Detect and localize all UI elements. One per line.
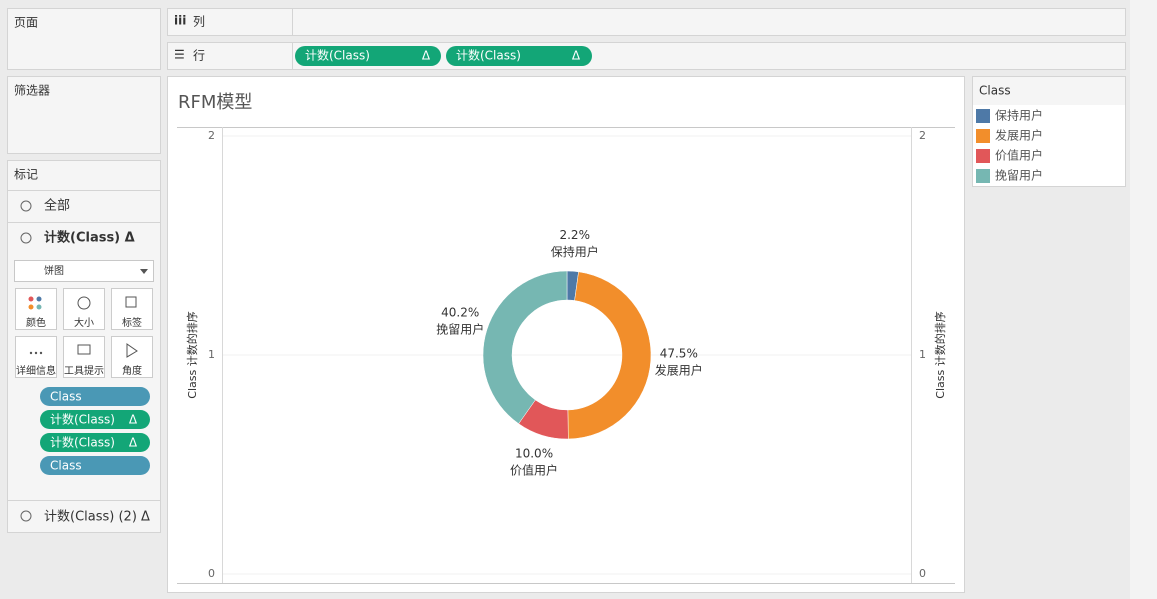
- pill[interactable]: [40, 456, 150, 475]
- legend-swatch: [976, 169, 990, 183]
- icon: [20, 510, 32, 522]
- category-label: 挽留用户: [436, 322, 484, 337]
- legend-label: 发展用户: [995, 128, 1043, 143]
- pill-text: 计数(Class): [50, 435, 115, 450]
- pill-delta: Δ: [422, 49, 431, 63]
- filters-title: 筛选器: [14, 83, 50, 98]
- columns-label: 列: [193, 15, 205, 29]
- donut-slice: [567, 271, 652, 440]
- pill[interactable]: [446, 46, 592, 66]
- rows-label: 行: [193, 49, 205, 63]
- scroll-strip: [1130, 0, 1157, 599]
- legend-swatch: [976, 129, 990, 143]
- legend-swatch: [976, 109, 990, 123]
- icon: [77, 296, 91, 310]
- pill[interactable]: [295, 46, 441, 66]
- icon: [34, 351, 38, 355]
- icon: [126, 343, 138, 358]
- y2-tick-label: 1: [919, 348, 926, 361]
- button[interactable]: [15, 288, 57, 330]
- legend-title: Class: [979, 84, 1011, 98]
- value-label: 40.2%: [441, 306, 479, 320]
- pill[interactable]: [40, 387, 150, 406]
- mark-type: 饼图: [44, 264, 64, 277]
- pill-delta: Δ: [129, 436, 138, 450]
- dropdown-arrow: [140, 269, 148, 274]
- icon: iii: [174, 14, 186, 28]
- view: [167, 76, 965, 593]
- pages-title: 页面: [14, 16, 38, 30]
- button-label: 角度: [122, 364, 142, 377]
- icon: [39, 351, 43, 355]
- icon: [29, 351, 33, 355]
- category-label: 保持用户: [551, 244, 599, 259]
- icon: [20, 232, 32, 244]
- mark-type-dropdown[interactable]: [14, 260, 154, 282]
- value-label: 10.0%: [515, 447, 553, 461]
- legend-header: [973, 77, 1125, 105]
- icon: [36, 296, 42, 302]
- columns-shelf[interactable]: [167, 8, 1126, 36]
- category-label: 价值用户: [510, 463, 558, 478]
- pill-text: 计数(Class): [456, 48, 521, 63]
- chart-title: RFM模型: [178, 92, 252, 113]
- pill-text: Class: [50, 390, 82, 404]
- pill-delta: Δ: [129, 413, 138, 427]
- value-label: 47.5%: [660, 346, 698, 360]
- icon: [125, 296, 137, 308]
- mark-pills: Class 计数(Class) Δ 计数(Class) Δ Class: [40, 387, 150, 475]
- icon: ☰: [174, 48, 185, 62]
- icon: [28, 296, 34, 302]
- pages-panel[interactable]: [7, 8, 161, 70]
- pill-text: 计数(Class): [305, 48, 370, 63]
- y-tick-label: 2: [208, 129, 215, 142]
- filters-panel[interactable]: [7, 76, 161, 154]
- button-label: 标签: [122, 316, 142, 329]
- icon: [36, 304, 42, 310]
- pill-text: 计数(Class): [50, 412, 115, 427]
- pill-delta: Δ: [572, 49, 581, 63]
- marks-title: 标记: [14, 168, 38, 182]
- button[interactable]: [15, 336, 57, 378]
- button-label: 颜色: [26, 316, 46, 329]
- icon: [28, 304, 34, 310]
- button-label: 大小: [74, 316, 94, 329]
- y2-axis-title: Class 计数的排序: [933, 311, 947, 398]
- pill[interactable]: [40, 410, 150, 429]
- button-label: 工具提示: [64, 365, 104, 377]
- y-tick-label: 1: [208, 348, 215, 361]
- mark-buttons: 颜色 大小 标签 详细信息 工具提示 角度: [15, 288, 153, 378]
- marks-all[interactable]: 全部: [44, 198, 70, 214]
- value-label: 2.2%: [559, 228, 590, 242]
- legend-label: 挽留用户: [995, 168, 1043, 183]
- icon: [20, 200, 32, 212]
- button[interactable]: [111, 336, 153, 378]
- marks-measure[interactable]: 计数(Class) Δ: [44, 230, 135, 246]
- marks-measure-2[interactable]: 计数(Class) (2) Δ: [44, 510, 150, 525]
- donut-slice: [482, 270, 568, 425]
- button-label: 详细信息: [16, 364, 56, 377]
- legend-label: 价值用户: [995, 148, 1043, 163]
- button[interactable]: [111, 288, 153, 330]
- button[interactable]: [63, 336, 105, 378]
- pill[interactable]: [40, 433, 150, 452]
- pill-text: Class: [50, 459, 82, 473]
- category-label: 发展用户: [655, 362, 703, 377]
- y2-tick-label: 2: [919, 129, 926, 142]
- legend-label: 保持用户: [995, 108, 1043, 123]
- icon: [77, 344, 91, 355]
- y-axis-title: Class 计数的排序: [185, 311, 199, 398]
- y-tick-label: 0: [208, 567, 215, 580]
- legend-swatch: [976, 149, 990, 163]
- y2-tick-label: 0: [919, 567, 926, 580]
